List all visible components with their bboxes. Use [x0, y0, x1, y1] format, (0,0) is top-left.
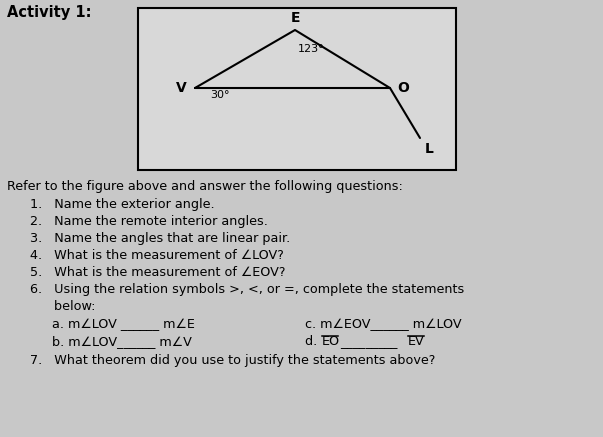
Text: c. m∠EOV______ m∠LOV: c. m∠EOV______ m∠LOV — [305, 318, 462, 331]
Text: EV: EV — [408, 335, 425, 348]
Text: 2.   Name the remote interior angles.: 2. Name the remote interior angles. — [30, 215, 268, 228]
Text: 123°: 123° — [298, 44, 324, 54]
Text: L: L — [425, 142, 434, 156]
Text: 30°: 30° — [210, 90, 230, 100]
Text: Activity 1:: Activity 1: — [7, 5, 92, 20]
Text: _________: _________ — [340, 335, 402, 348]
Text: E: E — [290, 11, 300, 25]
Text: d.: d. — [305, 335, 321, 348]
Text: 3.   Name the angles that are linear pair.: 3. Name the angles that are linear pair. — [30, 232, 290, 245]
Text: 7.   What theorem did you use to justify the statements above?: 7. What theorem did you use to justify t… — [30, 354, 435, 367]
Text: 1.   Name the exterior angle.: 1. Name the exterior angle. — [30, 198, 215, 211]
Bar — [138, 8, 456, 170]
Text: b. m∠LOV______ m∠V: b. m∠LOV______ m∠V — [52, 335, 192, 348]
Text: below:: below: — [30, 300, 95, 313]
Text: 5.   What is the measurement of ∠EOV?: 5. What is the measurement of ∠EOV? — [30, 266, 285, 279]
Text: EO: EO — [322, 335, 340, 348]
Text: Refer to the figure above and answer the following questions:: Refer to the figure above and answer the… — [7, 180, 403, 193]
Text: a. m∠LOV ______ m∠E: a. m∠LOV ______ m∠E — [52, 318, 195, 331]
Text: 4.   What is the measurement of ∠LOV?: 4. What is the measurement of ∠LOV? — [30, 249, 284, 262]
Text: 6.   Using the relation symbols >, <, or =, complete the statements: 6. Using the relation symbols >, <, or =… — [30, 283, 464, 296]
Text: V: V — [176, 81, 187, 95]
Text: O: O — [397, 81, 409, 95]
